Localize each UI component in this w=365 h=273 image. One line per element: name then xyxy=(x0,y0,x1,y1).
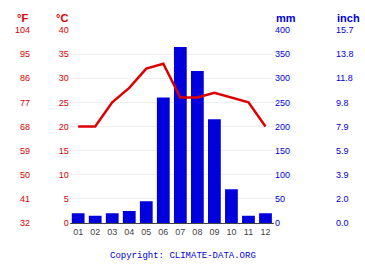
svg-text:20: 20 xyxy=(59,122,69,132)
svg-text:12: 12 xyxy=(260,227,270,237)
svg-text:02: 02 xyxy=(90,227,100,237)
svg-text:100: 100 xyxy=(275,170,290,180)
svg-text:50: 50 xyxy=(275,194,285,204)
svg-text:9.8: 9.8 xyxy=(336,98,349,108)
svg-text:350: 350 xyxy=(275,49,290,59)
svg-text:15.7: 15.7 xyxy=(336,25,354,35)
svg-text:11: 11 xyxy=(244,227,253,237)
svg-text:2.0: 2.0 xyxy=(336,194,349,204)
svg-text:11.8: 11.8 xyxy=(336,73,353,83)
svg-text:inch: inch xyxy=(337,12,360,24)
svg-text:07: 07 xyxy=(175,227,185,237)
svg-text:7.9: 7.9 xyxy=(336,122,349,132)
svg-text:15: 15 xyxy=(59,146,69,156)
svg-text:40: 40 xyxy=(59,25,69,35)
svg-text:06: 06 xyxy=(158,227,168,237)
svg-text:09: 09 xyxy=(209,227,219,237)
svg-text:250: 250 xyxy=(275,98,290,108)
svg-text:10: 10 xyxy=(59,170,69,180)
svg-text:300: 300 xyxy=(275,73,290,83)
svg-text:5: 5 xyxy=(64,194,69,204)
svg-text:150: 150 xyxy=(275,146,290,156)
svg-text:0: 0 xyxy=(64,218,69,228)
svg-text:68: 68 xyxy=(20,122,30,132)
svg-text:03: 03 xyxy=(107,227,117,237)
svg-text:35: 35 xyxy=(59,49,69,59)
svg-text:0.0: 0.0 xyxy=(336,218,349,228)
svg-text:04: 04 xyxy=(124,227,134,237)
svg-text:400: 400 xyxy=(275,25,290,35)
svg-text:05: 05 xyxy=(141,227,151,237)
svg-text:104: 104 xyxy=(15,25,30,35)
svg-text:25: 25 xyxy=(59,98,69,108)
svg-text:41: 41 xyxy=(20,194,30,204)
svg-text:08: 08 xyxy=(192,227,202,237)
svg-text:86: 86 xyxy=(20,73,30,83)
svg-text:30: 30 xyxy=(59,73,69,83)
svg-text:10: 10 xyxy=(226,227,236,237)
svg-text:mm: mm xyxy=(276,12,296,24)
svg-text:°F: °F xyxy=(17,12,28,24)
svg-text:50: 50 xyxy=(20,170,30,180)
svg-text:200: 200 xyxy=(275,122,290,132)
svg-text:°C: °C xyxy=(56,12,68,24)
svg-text:32: 32 xyxy=(20,218,30,228)
svg-text:01: 01 xyxy=(73,227,83,237)
svg-text:95: 95 xyxy=(20,49,30,59)
svg-text:77: 77 xyxy=(20,98,30,108)
svg-text:13.8: 13.8 xyxy=(336,49,354,59)
svg-text:3.9: 3.9 xyxy=(336,170,349,180)
svg-text:5.9: 5.9 xyxy=(336,146,349,156)
svg-text:Copyright: CLIMATE-DATA.ORG: Copyright: CLIMATE-DATA.ORG xyxy=(110,251,256,261)
svg-text:0: 0 xyxy=(275,218,280,228)
svg-text:59: 59 xyxy=(20,146,30,156)
